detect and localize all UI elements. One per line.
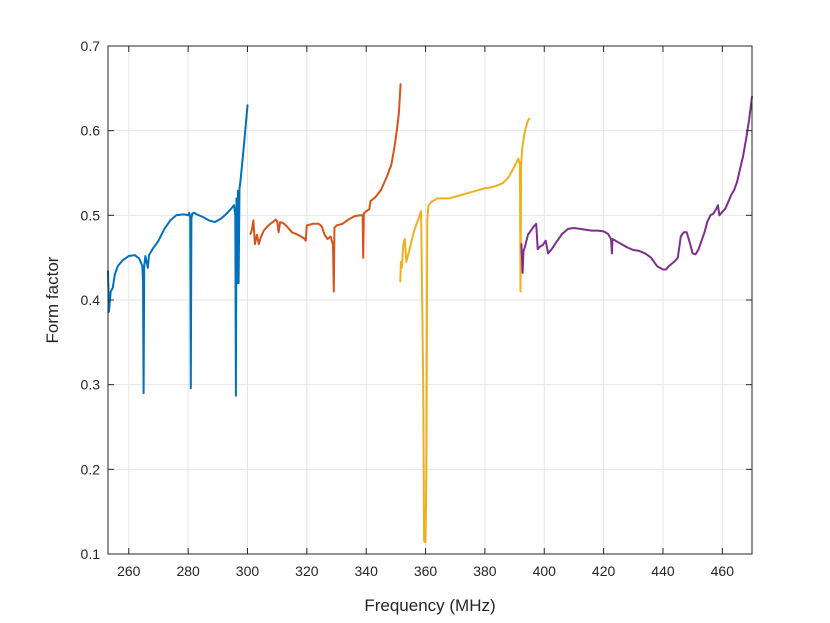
grid [108,45,752,555]
y-tick-label: 0.7 [81,38,101,54]
x-tick-label: 320 [295,563,319,579]
x-tick-label: 360 [414,563,438,579]
x-tick-label: 460 [711,563,735,579]
y-tick-label: 0.1 [81,546,101,562]
series-line-1 [107,104,249,397]
x-tick-labels: 260 280 300 320 340 360 380 400 420 440 460 [117,563,734,579]
x-tick-label: 440 [651,563,675,579]
y-tick-label: 0.5 [81,207,101,223]
y-tick-labels: 0.1 0.2 0.3 0.4 0.5 0.6 0.7 [81,38,101,562]
x-tick-label: 380 [473,563,497,579]
y-tick-label: 0.2 [81,461,101,477]
ticks [108,45,752,555]
y-tick-label: 0.4 [81,292,101,308]
series-line-2 [249,83,402,293]
series-layer [107,83,753,544]
y-tick-label: 0.3 [81,377,101,393]
x-axis-title: Frequency (MHz) [364,596,495,615]
x-tick-label: 400 [533,563,557,579]
x-tick-label: 420 [592,563,616,579]
x-tick-label: 300 [236,563,260,579]
x-tick-label: 280 [176,563,200,579]
x-tick-label: 340 [355,563,379,579]
series-line-4 [520,95,753,274]
y-axis-title: Form factor [43,256,62,343]
y-tick-label: 0.6 [81,123,101,139]
series-line-3 [399,117,531,544]
x-tick-label: 260 [117,563,141,579]
